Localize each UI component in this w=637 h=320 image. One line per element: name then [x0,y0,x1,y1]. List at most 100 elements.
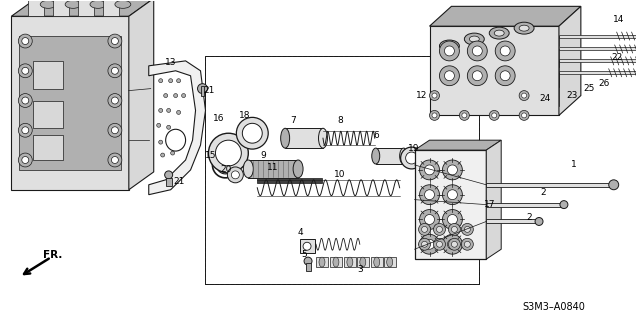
Ellipse shape [489,27,509,39]
Circle shape [22,97,29,104]
Ellipse shape [387,257,392,267]
Circle shape [406,152,418,164]
Circle shape [519,110,529,120]
Text: 5: 5 [301,250,307,259]
Circle shape [468,66,487,86]
Polygon shape [149,61,206,195]
Text: S3M3–A0840: S3M3–A0840 [522,302,585,312]
Text: 10: 10 [334,170,346,180]
Polygon shape [415,150,486,259]
Bar [19,36,121,170]
Ellipse shape [519,25,529,31]
Ellipse shape [399,148,408,164]
Bar [559,60,637,62]
Circle shape [424,165,434,175]
Circle shape [429,91,440,100]
Circle shape [440,41,459,61]
Circle shape [535,218,543,225]
Circle shape [236,117,268,149]
Text: 9: 9 [261,150,266,160]
Bar [33,61,63,89]
Circle shape [171,151,175,155]
Circle shape [492,113,497,118]
Circle shape [169,79,173,83]
Circle shape [462,113,467,118]
Ellipse shape [464,33,484,45]
Polygon shape [11,0,154,16]
Ellipse shape [281,128,290,148]
Bar [559,35,637,37]
Bar [371,257,383,267]
Circle shape [159,108,162,112]
Polygon shape [559,6,581,116]
Circle shape [447,165,457,175]
Text: 6: 6 [374,131,380,140]
Circle shape [424,239,434,249]
Circle shape [174,93,178,98]
Bar [166,178,171,186]
Bar [206,56,479,284]
Text: 17: 17 [483,200,495,209]
Circle shape [448,223,461,235]
Text: 23: 23 [566,91,578,100]
Circle shape [419,223,431,235]
Bar [376,148,404,164]
Circle shape [432,113,437,118]
Text: 25: 25 [583,84,594,93]
Circle shape [443,210,462,229]
Circle shape [22,127,29,134]
Polygon shape [415,140,501,150]
Bar [33,135,63,160]
Circle shape [609,180,619,190]
Polygon shape [78,0,94,16]
Text: 3: 3 [357,265,362,274]
Circle shape [440,66,459,86]
Text: 13: 13 [165,58,176,67]
Ellipse shape [293,160,303,178]
Circle shape [519,91,529,100]
Text: 2: 2 [540,188,546,197]
Bar [248,160,298,178]
Circle shape [197,84,208,93]
Circle shape [157,123,161,127]
Text: 21: 21 [204,86,215,95]
Circle shape [242,123,262,143]
Text: 21: 21 [173,177,184,186]
Ellipse shape [445,43,454,49]
Text: 19: 19 [408,144,419,153]
Bar [330,257,342,267]
Text: 18: 18 [239,111,250,120]
Circle shape [18,153,32,167]
Circle shape [422,227,427,232]
Circle shape [176,110,181,114]
Circle shape [159,140,162,144]
Circle shape [22,156,29,164]
Bar [486,203,564,207]
Bar [357,257,369,267]
Text: 14: 14 [613,15,624,24]
Circle shape [445,71,454,81]
Ellipse shape [360,257,366,267]
Polygon shape [28,0,44,16]
Text: 11: 11 [268,164,279,172]
Text: 7: 7 [290,116,296,125]
Polygon shape [11,16,129,190]
Circle shape [164,93,168,98]
Bar [300,239,315,253]
Circle shape [215,140,241,166]
Ellipse shape [90,0,106,8]
Circle shape [447,239,457,249]
Bar [559,47,637,51]
Text: 1: 1 [571,160,576,170]
Circle shape [111,67,118,74]
Text: 26: 26 [598,79,610,88]
Circle shape [161,153,165,157]
Circle shape [522,93,527,98]
Circle shape [108,153,122,167]
Circle shape [420,210,440,229]
Circle shape [434,223,445,235]
Circle shape [420,234,440,254]
Circle shape [111,97,118,104]
Circle shape [459,110,469,120]
Circle shape [227,167,243,183]
